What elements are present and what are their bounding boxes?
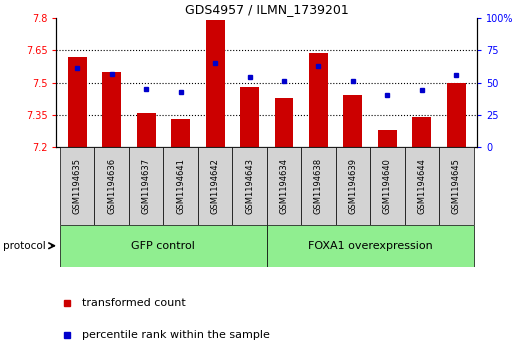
Bar	[267, 225, 473, 267]
Bar	[439, 147, 473, 225]
Bar	[378, 130, 397, 147]
Text: GSM1194639: GSM1194639	[348, 158, 358, 214]
Bar	[405, 147, 439, 225]
Text: GSM1194644: GSM1194644	[418, 158, 426, 214]
Bar	[344, 95, 363, 147]
Text: transformed count: transformed count	[82, 298, 185, 309]
Text: GSM1194643: GSM1194643	[245, 158, 254, 214]
Bar	[240, 87, 259, 147]
Text: GFP control: GFP control	[131, 241, 195, 251]
Text: percentile rank within the sample: percentile rank within the sample	[82, 330, 269, 340]
Title: GDS4957 / ILMN_1739201: GDS4957 / ILMN_1739201	[185, 3, 349, 16]
Bar	[447, 83, 466, 147]
Bar	[412, 117, 431, 147]
Text: GSM1194645: GSM1194645	[452, 158, 461, 214]
Bar	[102, 72, 121, 147]
Bar	[129, 147, 163, 225]
Bar	[198, 147, 232, 225]
Bar	[60, 147, 94, 225]
Bar	[171, 119, 190, 147]
Text: GSM1194642: GSM1194642	[210, 158, 220, 214]
Bar	[301, 147, 336, 225]
Text: FOXA1 overexpression: FOXA1 overexpression	[308, 241, 432, 251]
Text: protocol: protocol	[3, 241, 45, 251]
Text: GSM1194638: GSM1194638	[314, 158, 323, 214]
Bar	[232, 147, 267, 225]
Bar	[370, 147, 405, 225]
Text: GSM1194636: GSM1194636	[107, 158, 116, 214]
Bar	[60, 225, 267, 267]
Text: GSM1194640: GSM1194640	[383, 158, 392, 214]
Bar	[267, 147, 301, 225]
Bar	[206, 20, 225, 147]
Text: GSM1194634: GSM1194634	[280, 158, 288, 214]
Bar	[274, 98, 293, 147]
Text: GSM1194635: GSM1194635	[73, 158, 82, 214]
Bar	[163, 147, 198, 225]
Text: GSM1194637: GSM1194637	[142, 158, 151, 214]
Bar	[336, 147, 370, 225]
Bar	[94, 147, 129, 225]
Bar	[136, 113, 155, 147]
Text: GSM1194641: GSM1194641	[176, 158, 185, 214]
Bar	[68, 57, 87, 147]
Bar	[309, 53, 328, 147]
